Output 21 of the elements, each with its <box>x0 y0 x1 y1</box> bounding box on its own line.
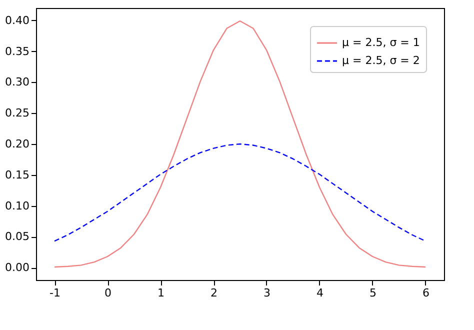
legend-label: μ = 2.5, σ = 1 <box>342 36 420 49</box>
y-tick-label: 0.20 <box>5 138 30 150</box>
x-tick-label: 2 <box>210 286 218 300</box>
line-series <box>54 143 426 242</box>
y-tick-label: 0.00 <box>5 261 30 274</box>
x-tick-label: 4 <box>316 286 324 300</box>
line-series <box>54 20 426 268</box>
y-tick-label: 0.35 <box>5 44 30 58</box>
y-tick-label: 0.40 <box>5 14 30 27</box>
x-tick-label: 6 <box>422 286 430 300</box>
x-tick-label: 3 <box>263 286 270 300</box>
y-tick-label: 0.05 <box>5 230 30 244</box>
y-tick-label: 0.10 <box>5 199 30 212</box>
y-tick-label: 0.30 <box>5 76 30 89</box>
y-tick-label: 0.15 <box>5 168 30 182</box>
x-tick-label: 0 <box>104 286 112 300</box>
legend-label: μ = 2.5, σ = 2 <box>342 54 420 67</box>
x-tick-label: 5 <box>369 286 376 300</box>
x-tick-label: 1 <box>158 286 165 300</box>
x-tick-label: -1 <box>50 286 61 300</box>
y-tick-label: 0.25 <box>5 106 30 120</box>
